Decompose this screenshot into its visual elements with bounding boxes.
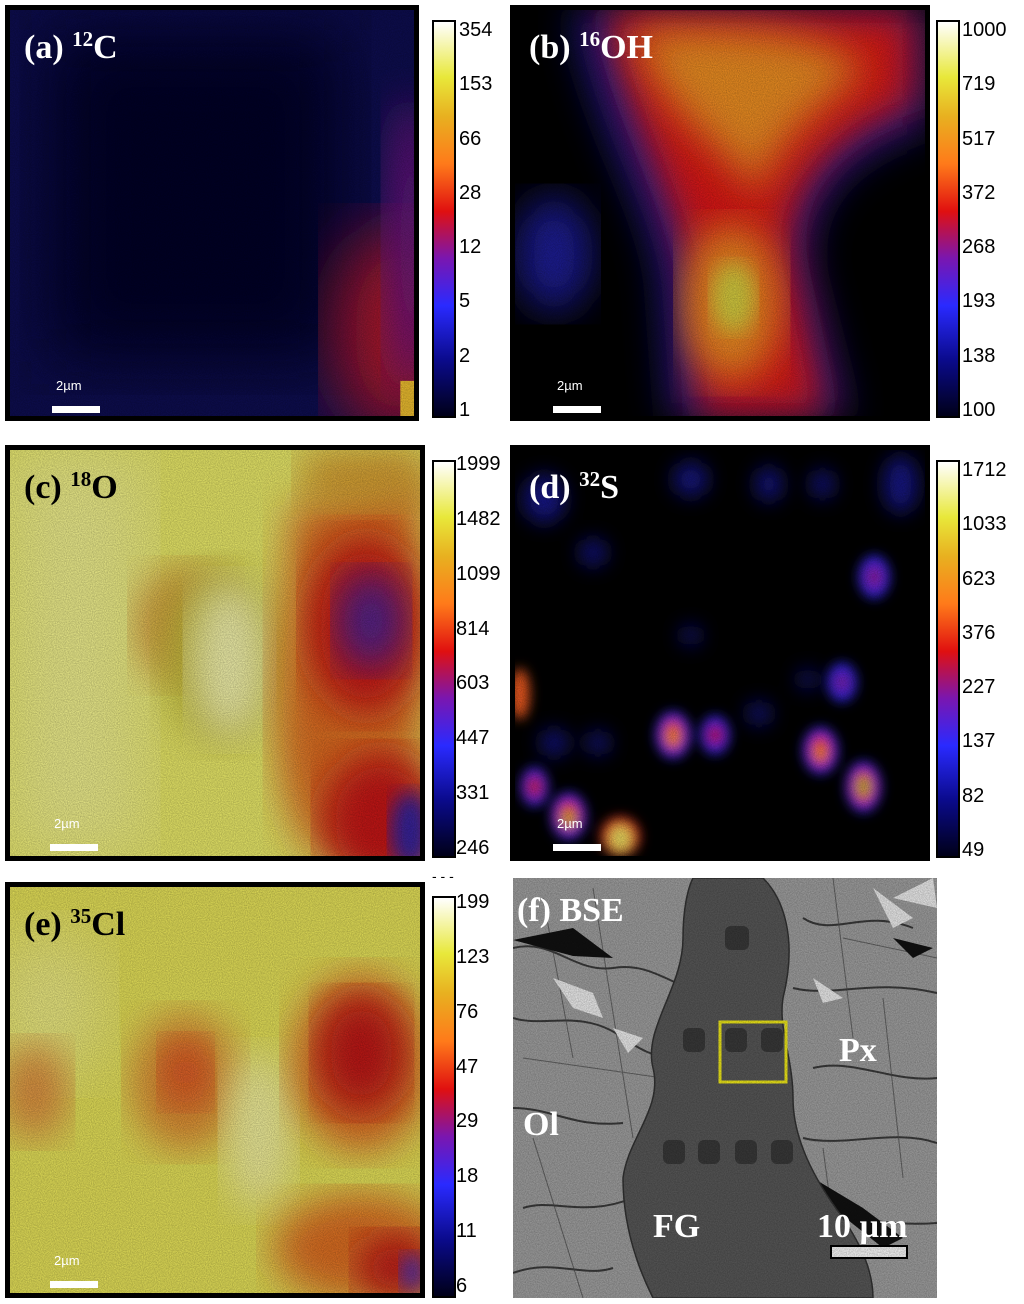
panel-d-label: (d) 32S (529, 467, 619, 506)
panel-e-scale-text: 2µm (54, 1253, 80, 1268)
tick: 5 (459, 290, 471, 313)
panel-c-scale-text: 2µm (54, 816, 80, 831)
panel-e-colorbar (432, 896, 456, 1298)
tick: 1000 (962, 19, 1007, 41)
tick: 1999 (456, 453, 501, 475)
tick: 1033 (962, 513, 1007, 536)
panel-f-scale-text: 10 µm (817, 1208, 908, 1245)
tick: 268 (962, 235, 996, 258)
map-32s-image (515, 450, 925, 856)
panel-a-scalebar (52, 406, 100, 413)
tick: 331 (456, 782, 490, 805)
panel-e-scalebar (50, 1281, 98, 1288)
panel-c-colorbar (432, 460, 456, 858)
tick: 1712 (962, 459, 1007, 481)
panel-c-scalebar (50, 844, 98, 851)
phase-label-px: Px (839, 1032, 877, 1069)
tick: 11 (456, 1220, 477, 1243)
panel-e-colorbar-ticks: 199 123 76 47 29 18 11 6 (456, 891, 526, 1297)
panel-d-colorbar-ticks: 1712 1033 623 376 227 137 82 49 (962, 459, 1024, 861)
panel-b-colorbar (936, 20, 960, 418)
panel-b-label: (b) 16OH (529, 27, 653, 66)
panel-c-18o-map: (c) 18O 2µm (5, 445, 425, 861)
panel-f-bse-image: (f) BSE Px Ol FG 10 µm (513, 878, 937, 1298)
tick: 517 (962, 127, 996, 150)
tick: 1099 (456, 562, 501, 585)
map-16oh-image (515, 10, 925, 416)
colorbar-top-dashes: - - - (432, 868, 454, 884)
panel-e-35cl-map: (e) 35Cl 2µm (5, 882, 425, 1298)
phase-label-ol: Ol (523, 1106, 559, 1143)
tick: 354 (459, 19, 493, 41)
tick: 447 (456, 727, 490, 750)
tick: 719 (962, 73, 996, 96)
tick: 66 (459, 127, 482, 150)
tick: 100 (962, 399, 996, 421)
panel-b-colorbar-ticks: 1000 719 517 372 268 193 138 100 (962, 19, 1024, 421)
panel-a-colorbar (432, 20, 456, 418)
bse-micrograph (513, 878, 937, 1298)
map-35cl-image (10, 887, 420, 1293)
panel-b-scale-text: 2µm (557, 378, 583, 393)
tick: 227 (962, 675, 996, 698)
panel-c-label: (c) 18O (24, 467, 118, 506)
tick: 2 (459, 344, 471, 367)
tick: 82 (962, 784, 985, 807)
panel-a-colorbar-ticks: 354 153 66 28 12 5 2 1 (459, 19, 529, 421)
tick: 29 (456, 1110, 479, 1133)
tick: 1 (459, 399, 471, 421)
map-18o-image (10, 450, 420, 856)
panel-a-12c-map: (a) 12C 2µm (5, 5, 419, 421)
tick: 246 (456, 837, 490, 859)
panel-b-scalebar (553, 406, 601, 413)
tick: 28 (459, 182, 482, 205)
tick: 12 (459, 235, 482, 258)
panel-d-scalebar (553, 844, 601, 851)
tick: 193 (962, 290, 996, 313)
tick: 199 (456, 891, 490, 913)
tick: 47 (456, 1055, 479, 1078)
tick: 6 (456, 1275, 468, 1297)
panel-b-16oh-map: (b) 16OH 2µm (510, 5, 930, 421)
tick: 1482 (456, 507, 501, 530)
map-12c-image (10, 10, 414, 416)
panel-d-colorbar (936, 460, 960, 858)
panel-f-label: (f) BSE (517, 892, 624, 929)
tick: 376 (962, 622, 996, 645)
tick: 137 (962, 730, 996, 753)
tick: 76 (456, 1000, 479, 1023)
panel-e-label: (e) 35Cl (24, 904, 126, 943)
tick: 18 (456, 1165, 479, 1188)
panel-c-colorbar-ticks: 1999 1482 1099 814 603 447 331 246 (456, 453, 526, 859)
tick: 372 (962, 182, 996, 205)
tick: 623 (962, 567, 996, 590)
panel-a-label: (a) 12C (24, 27, 118, 66)
tick: 49 (962, 839, 985, 861)
panel-d-scale-text: 2µm (557, 816, 583, 831)
tick: 603 (456, 672, 490, 695)
panel-d-32s-map: (d) 32S 2µm (510, 445, 930, 861)
tick: 153 (459, 73, 493, 96)
tick: 814 (456, 617, 490, 640)
tick: 138 (962, 344, 996, 367)
phase-label-fg: FG (653, 1208, 701, 1245)
tick: 123 (456, 945, 490, 968)
panel-a-scale-text: 2µm (56, 378, 82, 393)
